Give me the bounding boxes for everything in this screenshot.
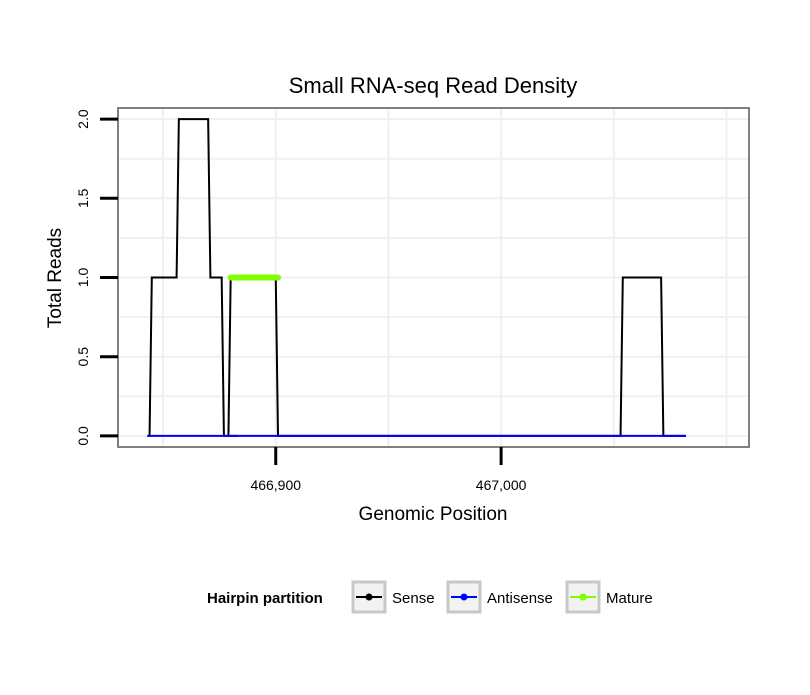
legend-label-mature: Mature (606, 590, 653, 607)
x-axis: 466,900 467,000 (250, 447, 527, 493)
series-lines (147, 118, 686, 437)
legend-label-sense: Sense (392, 590, 435, 607)
grid (118, 108, 749, 447)
x-axis-title: Genomic Position (359, 504, 508, 525)
y-tick-label: 2.0 (75, 109, 91, 129)
chart-title: Small RNA-seq Read Density (289, 73, 578, 98)
y-tick-label: 0.5 (75, 347, 91, 367)
legend-dot-antisense (460, 593, 468, 601)
legend-dot-sense (365, 593, 373, 601)
y-axis-title: Total Reads (45, 228, 66, 328)
y-tick-label: 1.0 (75, 268, 91, 288)
legend-label-antisense: Antisense (487, 590, 553, 607)
y-tick-label: 1.5 (75, 188, 91, 208)
x-tick-label: 467,000 (476, 477, 527, 493)
y-axis: 0.0 0.5 1.0 1.5 2.0 (75, 109, 118, 446)
legend-title: Hairpin partition (207, 590, 323, 607)
y-tick-label: 0.0 (75, 426, 91, 446)
legend: Hairpin partition Sense Antisense Mature (207, 580, 653, 614)
legend-dot-mature (579, 593, 587, 601)
x-tick-label: 466,900 (250, 477, 301, 493)
